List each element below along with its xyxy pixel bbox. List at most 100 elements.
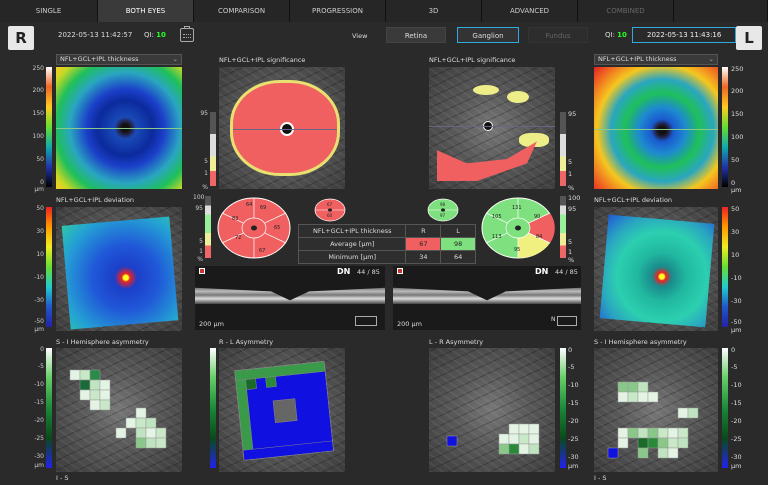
right-oct-thumbnail[interactable] [355, 316, 377, 326]
lr-grid [446, 423, 540, 455]
left-significance-colorbar [560, 112, 566, 186]
right-si-asymmetry-title: S - I Hemisphere asymmetry [56, 338, 149, 346]
left-sector-value: 105 [492, 214, 502, 220]
view-label: View [352, 32, 368, 40]
right-significance-map[interactable] [219, 67, 345, 189]
right-deviation-overlay [61, 216, 179, 330]
right-sector-chart[interactable]: 69 65 67 72 83 64 [216, 196, 292, 260]
average-r-cell: 67 [405, 237, 442, 251]
tab-advanced[interactable]: ADVANCED [482, 0, 578, 22]
right-sector-tick-100: 100 [193, 194, 205, 201]
view-fundus-button[interactable]: Fundus [528, 27, 588, 43]
right-sector-tick-95: 95 [195, 205, 203, 212]
left-thickness-map[interactable] [594, 67, 718, 189]
left-significance-map[interactable] [429, 67, 555, 189]
right-sig-tick-95: 95 [200, 110, 208, 117]
left-si-asymmetry-title: S - I Hemisphere asymmetry [594, 338, 687, 346]
left-oct-thumbnail[interactable] [557, 316, 577, 326]
right-thickness-map-selector[interactable]: NFL+GCL+IPL thickness ⌄ [56, 54, 182, 65]
left-small-sector-chart[interactable]: 98 97 [427, 198, 459, 222]
left-exam-datetime[interactable]: 2022-05-13 11:43:16 [632, 27, 737, 43]
right-oct-scalebar: 200 µm [199, 320, 224, 328]
tab-combined[interactable]: COMBINED [578, 0, 674, 22]
right-deviation-title: NFL+GCL+IPL deviation [56, 196, 135, 204]
lr-asymmetry-map[interactable] [429, 348, 555, 472]
table-title: NFL+GCL+IPL thickness [297, 224, 407, 238]
tab-bar: SINGLE BOTH EYES COMPARISON PROGRESSION … [0, 0, 768, 22]
left-sig-tick-1: 1 [568, 170, 573, 178]
left-eye-badge: L [736, 26, 762, 50]
lr-colorbar [560, 348, 566, 468]
right-si-asymmetry-map[interactable] [56, 348, 182, 472]
tab-progression[interactable]: PROGRESSION [290, 0, 386, 22]
left-small-sector-value: 98 [440, 202, 446, 207]
right-sector-value: 64 [246, 202, 252, 208]
table-row: Minimum [µm] 34 64 [297, 250, 476, 264]
tab-3d[interactable]: 3D [386, 0, 482, 22]
minimum-l-cell: 64 [440, 250, 476, 264]
right-thickness-map[interactable] [56, 67, 182, 189]
right-significance-colorbar [210, 112, 216, 186]
left-thickness-map-selector[interactable]: NFL+GCL+IPL thickness ⌄ [594, 54, 718, 65]
left-deviation-title: NFL+GCL+IPL deviation [594, 196, 673, 204]
left-deviation-colorbar [722, 207, 728, 327]
right-deviation-map[interactable] [56, 207, 182, 331]
right-sector-value: 83 [232, 216, 238, 222]
left-small-sector-value: 97 [440, 213, 446, 218]
left-sector-tick-1: 1 [568, 248, 573, 256]
left-si-asymmetry-map[interactable] [594, 348, 718, 472]
view-ganglion-button[interactable]: Ganglion [457, 27, 519, 43]
table-col-l: L [440, 224, 476, 238]
left-oct-bscan[interactable]: DN 44 / 85 200 µm N [393, 266, 581, 330]
right-sig-tick-1: 1 [204, 170, 208, 177]
right-si-colorbar [46, 348, 52, 468]
device-icon[interactable] [180, 26, 194, 42]
left-sector-value: 131 [512, 205, 522, 211]
right-is-label: I - S [56, 474, 69, 482]
right-sector-colorbar [205, 196, 211, 258]
right-exam-datetime: 2022-05-13 11:42:57 [58, 31, 133, 39]
left-sector-value: 90 [534, 214, 540, 220]
left-deviation-map[interactable] [594, 207, 718, 331]
thickness-table: NFL+GCL+IPL thickness R L Average [µm] 6… [297, 224, 476, 264]
left-sig-tick-95: 95 [568, 110, 577, 118]
right-deviation-colorbar [46, 207, 52, 327]
rl-asymmetry-map[interactable] [219, 348, 345, 472]
rl-asymmetry-title: R - L Asymmetry [219, 338, 274, 346]
right-sig-tick-pct: % [202, 184, 208, 191]
left-sector-chart[interactable]: 131 90 84 95 113 105 [480, 196, 556, 260]
tab-spacer [674, 0, 768, 22]
right-sector-tick-1: 1 [199, 248, 203, 255]
left-sector-colorbar [560, 196, 566, 258]
left-sector-value: 95 [514, 247, 520, 253]
right-si-grid [69, 369, 167, 449]
tab-single[interactable]: SINGLE [0, 0, 98, 22]
left-sector-value: 84 [536, 234, 542, 240]
table-row: Average [µm] 67 98 [297, 237, 476, 251]
left-sector-tick-95: 95 [568, 205, 577, 213]
left-thickness-colorbar [722, 67, 728, 187]
right-small-sector-value: 67 [327, 202, 333, 207]
right-sector-value: 65 [274, 225, 280, 231]
tab-comparison[interactable]: COMPARISON [194, 0, 290, 22]
left-si-grid [607, 381, 699, 459]
right-thickness-colorbar [46, 67, 52, 187]
left-oct-direction: DN [535, 267, 549, 276]
left-deviation-overlay [599, 214, 715, 328]
view-retina-button[interactable]: Retina [386, 27, 446, 43]
right-small-sector-chart[interactable]: 67 60 [314, 198, 346, 222]
rl-colorbar [210, 348, 216, 468]
average-l-cell: 98 [440, 237, 476, 251]
bscan-marker-icon [397, 268, 403, 274]
left-sig-tick-pct: % [568, 184, 575, 192]
right-sector-value: 67 [259, 248, 265, 254]
lr-asymmetry-title: L - R Asymmetry [429, 338, 484, 346]
right-sig-tick-5: 5 [204, 158, 208, 165]
right-oct-direction: DN [337, 267, 351, 276]
tab-both-eyes[interactable]: BOTH EYES [98, 0, 194, 22]
chevron-down-icon: ⌄ [172, 55, 178, 63]
chevron-down-icon: ⌄ [708, 55, 714, 63]
right-oct-bscan[interactable]: DN 44 / 85 200 µm [195, 266, 385, 330]
right-quality-index: QI: 10 [144, 31, 166, 39]
right-sector-tick-5: 5 [199, 238, 203, 245]
